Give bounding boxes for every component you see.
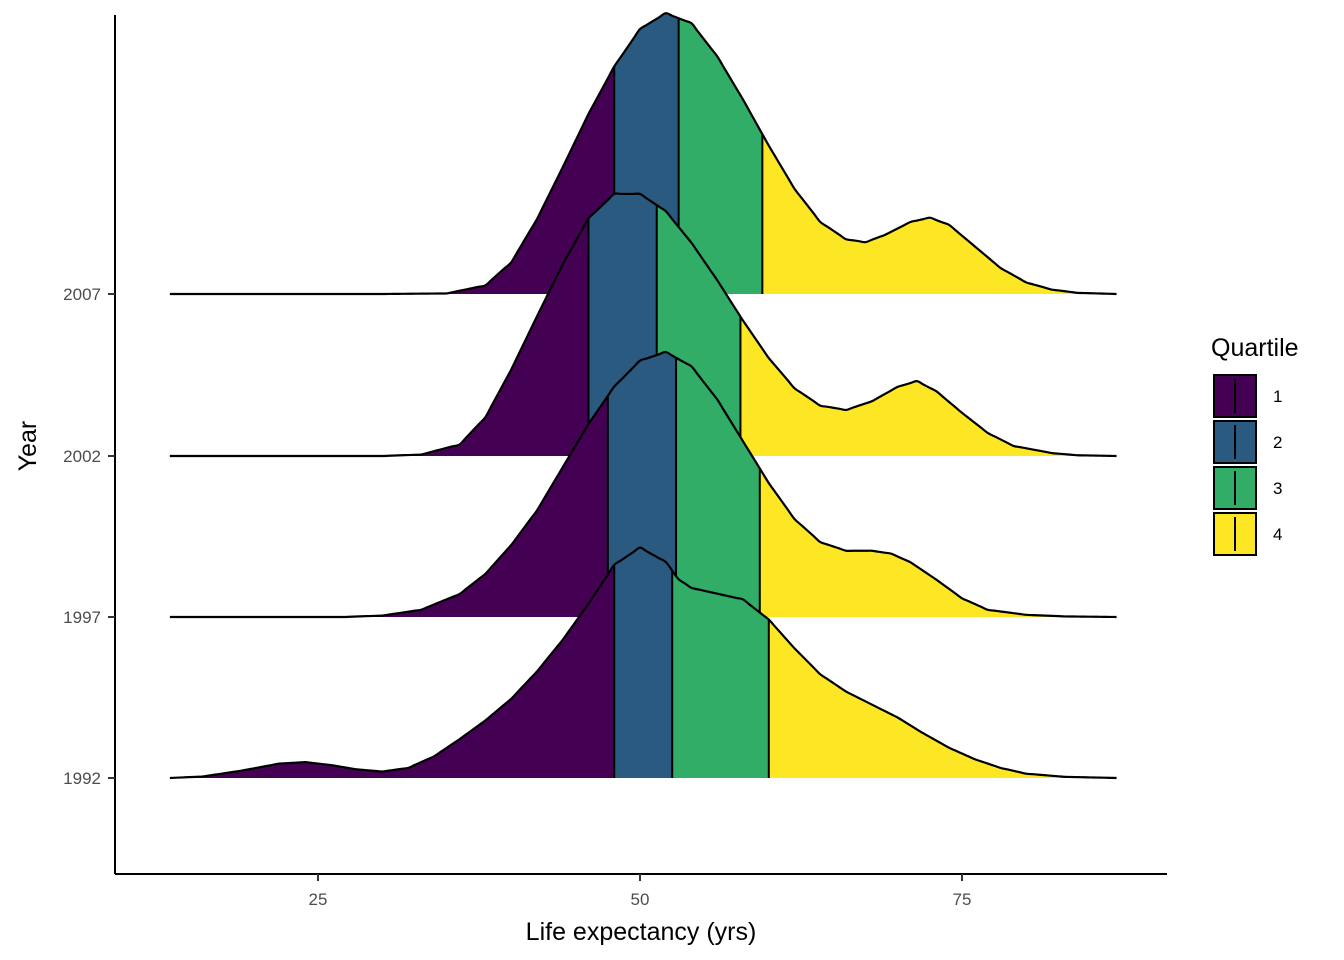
ridge-2007-outline — [169, 12, 1117, 296]
x-ticks-group: 25 50 75 — [309, 874, 972, 909]
y-tick-label-2007: 2007 — [63, 285, 101, 304]
ridge-1997 — [169, 350, 1117, 619]
legend-title: Quartile — [1211, 334, 1299, 362]
ridge-1997-quartile-1 — [169, 395, 608, 618]
y-ticks-group: 1992 1997 2002 2007 — [63, 285, 115, 788]
x-tick-label-75: 75 — [953, 890, 972, 909]
legend-label-3: 3 — [1273, 479, 1282, 498]
ridge-1997-quartile-2 — [607, 352, 677, 617]
ridge-1992-quartile-3 — [672, 570, 769, 778]
legend: Quartile 1 2 3 4 — [1211, 334, 1299, 556]
ridge-2007-quartile-3 — [678, 18, 763, 295]
ridge-2002-quartile-1 — [169, 218, 589, 457]
ridge-1992-outline — [169, 546, 1117, 780]
y-axis-title: Year — [14, 421, 42, 472]
y-tick-label-1992: 1992 — [63, 769, 101, 788]
legend-label-4: 4 — [1273, 525, 1282, 544]
ridges-group — [169, 12, 1117, 780]
ridge-1997-quartile-4 — [759, 468, 1117, 617]
legend-key-4: 4 — [1213, 512, 1282, 556]
ridge-2002-quartile-4 — [740, 316, 1117, 456]
ridge-2002-outline — [169, 192, 1117, 458]
x-tick-label-50: 50 — [631, 890, 650, 909]
x-tick-label-25: 25 — [309, 890, 328, 909]
legend-label-1: 1 — [1273, 387, 1282, 406]
legend-key-1: 1 — [1213, 374, 1282, 418]
ridge-1992-quartile-1 — [169, 564, 615, 778]
ridge-2007-quartile-1 — [169, 66, 615, 295]
ridge-1997-outline — [169, 350, 1117, 619]
ridge-1997-quartile-3 — [676, 357, 760, 617]
ridge-1992-quartile-2 — [614, 547, 673, 778]
legend-key-3: 3 — [1213, 466, 1282, 510]
ridge-1992-quartile-4 — [768, 619, 1117, 778]
y-tick-label-2002: 2002 — [63, 447, 101, 466]
y-tick-label-1997: 1997 — [63, 608, 101, 627]
ridge-1992 — [169, 546, 1117, 780]
legend-key-2: 2 — [1213, 420, 1282, 464]
ridge-2007-quartile-4 — [762, 134, 1117, 294]
x-axis-title: Life expectancy (yrs) — [526, 918, 757, 946]
legend-label-2: 2 — [1273, 433, 1282, 452]
